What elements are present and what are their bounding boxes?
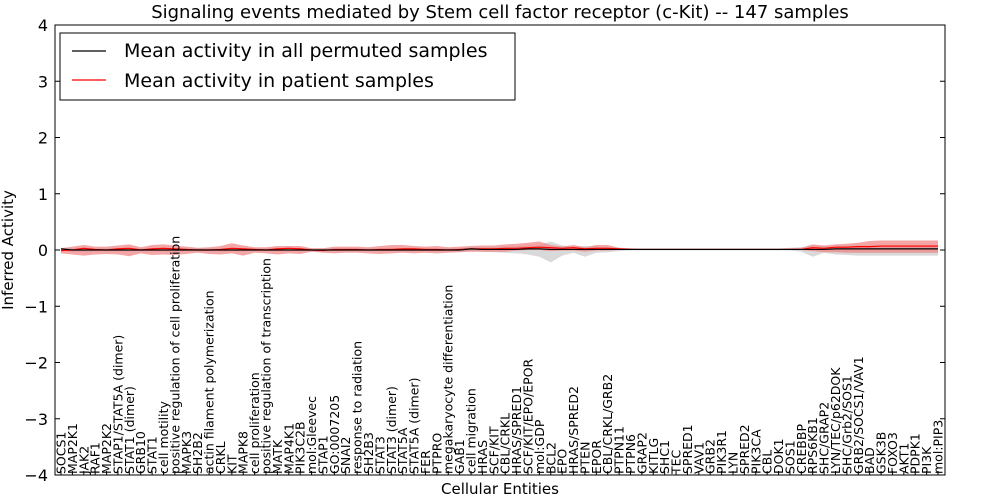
y-axis-label: Inferred Activity (0, 190, 17, 310)
x-tick-label: SOCS1 (54, 432, 69, 474)
x-tick-label: HRAS/SPRED2 (566, 386, 581, 474)
x-tick-label: MAPK3 (179, 431, 194, 474)
x-tick-label: mol:GDP (532, 419, 547, 474)
x-tick-label: SCF/KIT/EPO/EPOR (520, 358, 535, 474)
y-tick-label: −1 (24, 297, 48, 316)
x-tick-label: HRAS (475, 440, 490, 474)
x-tick-label: SOS1 (782, 440, 797, 474)
x-tick-label: AKT1 (896, 443, 911, 474)
plot-frame (54, 24, 946, 476)
x-tick-label: LYN/TEC/p62DOK (828, 367, 843, 474)
x-tick-label: PTEN (577, 442, 592, 474)
x-tick-label: PIK3C2B (293, 421, 308, 474)
x-tick-label: SH2B3 (361, 432, 376, 474)
x-tick-label: PTPRO (429, 433, 444, 474)
y-tick-label: −4 (24, 466, 48, 485)
y-tick-label: −2 (24, 354, 48, 373)
x-tick-label: RPS6KB1 (805, 417, 820, 474)
x-tick-label: EPOR (589, 440, 604, 474)
y-tick-label: 4 (38, 16, 48, 35)
x-tick-label: mol:PIP3 (931, 420, 946, 474)
y-tick-label: 1 (38, 185, 48, 204)
x-tick-label: SHC/Grb2/SOS1 (839, 375, 854, 474)
x-tick-label: GRB2/SOCS1/VAV1 (851, 356, 866, 474)
x-tick-label: CRKL (213, 441, 228, 474)
x-tick-label: GRAP2 (634, 432, 649, 474)
x-axis-label: Cellular Entities (441, 480, 559, 498)
x-tick-label: JAK2 (76, 446, 91, 475)
x-tick-label: PIK3CA (748, 429, 763, 474)
x-tick-label: FER (418, 450, 433, 474)
x-tick-label: STAT1 (dimer) (122, 386, 137, 474)
y-tick-label: 0 (38, 241, 48, 260)
x-tick-label: megakaryocyte differentiation (441, 285, 456, 474)
legend: Mean activity in all permuted samples Me… (59, 32, 516, 101)
x-tick-label: VAV1 (691, 442, 706, 474)
x-tick-label: cell proliferation (247, 372, 262, 474)
x-tick-label: positive regulation of transcription (259, 258, 274, 474)
x-tick-label: EPO (555, 449, 570, 474)
x-tick-label: GRB2 (703, 439, 718, 474)
x-tick-label: mol:Gleevec (304, 396, 319, 474)
x-tick-label: CBL (760, 450, 775, 474)
x-tick-label: BAD (862, 447, 877, 474)
x-tick-label: MATK (270, 439, 285, 474)
y-tick-label: 3 (38, 72, 48, 91)
x-tick-label: SH2B2 (190, 432, 205, 474)
x-tick-label: PTPN6 (623, 434, 638, 474)
x-tick-label: KITLG (646, 438, 661, 474)
x-tick-label: SPRED2 (737, 424, 752, 474)
x-tick-label: STAP1/STAT5A (dimer) (110, 335, 125, 474)
chart-title: Signaling events mediated by Stem cell f… (151, 2, 849, 23)
x-tick-label: PDPK1 (908, 433, 923, 474)
x-tick-label: STAP1 (315, 435, 330, 474)
x-tick-label: GSK3B (874, 432, 889, 474)
y-tick-label: −3 (24, 410, 48, 429)
x-tick-label: TEC (669, 449, 684, 475)
x-tick-label: GO:0007205 (327, 395, 342, 474)
x-tick-label: HRAS/SPRED1 (509, 386, 524, 474)
x-tick-label: STAT3 (372, 436, 387, 474)
x-tick-label: CBL/CRKL/GRB2 (600, 374, 615, 474)
x-tick-label: DOK1 (771, 438, 786, 474)
x-tick-label: STAT5A (395, 427, 410, 474)
x-tick-label: actin filament polymerization (202, 290, 217, 474)
x-tick-label: GAB1 (452, 439, 467, 474)
legend-box (59, 32, 516, 101)
legend-entry-patient: Mean activity in patient samples (124, 70, 434, 92)
x-tick-label: cell migration (464, 388, 479, 474)
x-tick-label: KIT (224, 454, 239, 474)
x-tick-label: GRB10 (133, 431, 148, 474)
x-tick-label: STAT3 (dimer) (384, 386, 399, 474)
x-tick-label: PI3K (919, 446, 934, 474)
x-tick-label: RAF1 (88, 442, 103, 474)
x-tick-label: response to radiation (350, 341, 365, 474)
x-tick-label: CBL/CRKL (498, 413, 513, 474)
x-tick-label: STAT1 (145, 436, 160, 474)
x-tick-label: SHC/GRAP2 (817, 402, 832, 474)
x-tick-label: PTPN11 (612, 426, 627, 474)
band-permuted (61, 241, 938, 263)
y-tick-label: 2 (38, 129, 48, 148)
x-tick-label: BCL2 (543, 442, 558, 474)
x-tick-label: MAPK8 (236, 431, 251, 474)
x-tick-label: MAP2K1 (65, 423, 80, 474)
x-tick-label: SCF/KIT (486, 426, 501, 474)
x-tick-label: cell motility (156, 400, 171, 474)
legend-entry-permuted: Mean activity in all permuted samples (124, 40, 487, 62)
x-tick-label: SPRED1 (680, 424, 695, 474)
x-tick-label: LYN (725, 452, 740, 474)
x-tick-label: MAP2K2 (99, 423, 114, 474)
x-tick-label: positive regulation of cell proliferatio… (167, 236, 182, 474)
x-tick-label: SNAI2 (338, 437, 353, 474)
x-tick-label: FOXO3 (885, 432, 900, 474)
x-tick-label: PIK3R1 (714, 430, 729, 474)
x-tick-label: STAT5A (dimer) (407, 378, 422, 474)
x-tick-label: CREBBP (794, 424, 809, 474)
x-tick-label: MAP4K1 (281, 423, 296, 474)
x-tick-label: SHC1 (657, 440, 672, 474)
series-line-permuted (60, 248, 938, 251)
